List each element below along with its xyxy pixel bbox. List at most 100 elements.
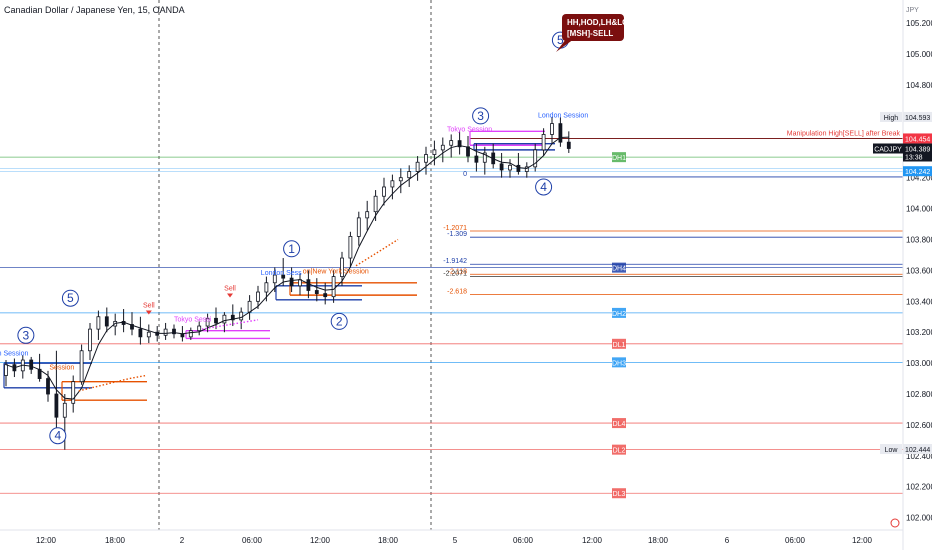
candle-body — [55, 394, 58, 417]
level-label: DH2 — [612, 311, 626, 318]
candle-body — [307, 280, 310, 291]
candle-body — [542, 134, 545, 149]
candle-body — [5, 365, 8, 376]
x-tick-label: 06:00 — [242, 536, 263, 545]
candle-body — [97, 317, 100, 329]
candle-body — [257, 292, 260, 301]
candle-body — [391, 181, 394, 187]
candle-body — [475, 156, 478, 162]
session-label: Session — [49, 364, 74, 371]
candle-body — [147, 332, 150, 337]
badge-label: Low — [885, 447, 899, 454]
price-badge-value: 104.389 — [905, 146, 930, 153]
candle-body — [416, 162, 419, 171]
candle-body — [223, 315, 226, 323]
sell-label: Sell — [143, 302, 155, 309]
level-label: DL3 — [613, 491, 626, 498]
candle-body — [450, 141, 453, 146]
session-label: London Sess — [261, 270, 302, 277]
y-tick-label: 102.600 — [906, 421, 932, 430]
session-label: Tokyo Sessi — [174, 316, 212, 323]
candle-body — [357, 218, 360, 237]
y-tick-label: 105.000 — [906, 50, 932, 59]
level-label: DH1 — [612, 155, 626, 162]
x-tick-label: 6 — [725, 536, 730, 545]
session-label: n Session — [0, 350, 28, 357]
wave-label: 3 — [23, 328, 30, 342]
fib-label: -2.2071 — [443, 271, 467, 278]
wave-label: 2 — [336, 314, 343, 328]
x-tick-label: 18:00 — [648, 536, 669, 545]
candle-body — [290, 278, 293, 286]
callout-line1: HH,HOD,LH&LC — [567, 18, 628, 27]
candle-body — [332, 277, 335, 297]
level-label: DL1 — [613, 342, 626, 349]
level-label: DH3 — [612, 360, 626, 367]
y-tick-label: 102.200 — [906, 483, 932, 492]
level-label: DL4 — [613, 421, 626, 428]
session-label: on|New York Session — [303, 268, 369, 275]
candle-body — [189, 331, 192, 337]
candle-body — [349, 236, 352, 258]
candle-body — [366, 212, 369, 218]
x-tick-label: 18:00 — [105, 536, 126, 545]
y-tick-label: 105.200 — [906, 19, 932, 28]
candle-body — [509, 165, 512, 170]
chart-title: Canadian Dollar / Japanese Yen, 15, OAND… — [4, 5, 185, 15]
candle-body — [265, 283, 268, 292]
wave-label: 4 — [540, 180, 547, 194]
candle-body — [315, 290, 318, 293]
candle-body — [324, 294, 327, 297]
x-tick-label: 5 — [453, 536, 458, 545]
wave-label: 5 — [67, 291, 74, 305]
y-tick-label: 102.800 — [906, 390, 932, 399]
y-tick-label: 103.200 — [906, 328, 932, 337]
symbol-badge-label: CADJPY — [874, 146, 902, 153]
manipulation-label: Manipulation High[SELL] after Break — [787, 130, 901, 137]
fib-label: -2.618 — [447, 288, 467, 295]
candle-body — [383, 187, 386, 196]
fib-label: 0 — [463, 171, 467, 178]
price-badge-countdown: 13:38 — [905, 154, 923, 161]
level-label: DL2 — [613, 448, 626, 455]
x-tick-label: 18:00 — [378, 536, 399, 545]
candle-body — [63, 403, 66, 417]
x-tick-label: 12:00 — [582, 536, 603, 545]
candle-body — [425, 155, 428, 163]
x-tick-label: 12:00 — [36, 536, 57, 545]
candle-body — [567, 142, 570, 148]
candle-body — [89, 329, 92, 351]
y-tick-label: 103.400 — [906, 297, 932, 306]
y-tick-label: 104.000 — [906, 205, 932, 214]
candle-body — [374, 196, 377, 211]
y-tick-label: 103.000 — [906, 359, 932, 368]
callout-line2: [MSH]-SELL — [567, 29, 613, 38]
price-badge-value: 104.242 — [905, 169, 930, 176]
price-badge-value: 104.454 — [905, 136, 930, 143]
candle-body — [105, 317, 108, 326]
fib-label: -1.309 — [447, 231, 467, 238]
candle-body — [240, 312, 243, 320]
x-tick-label: 2 — [180, 536, 185, 545]
price-badge-value: 102.444 — [905, 447, 930, 454]
candle-body — [433, 150, 436, 155]
candle-body — [164, 329, 167, 335]
wave-label: 4 — [54, 429, 61, 443]
candle-body — [215, 318, 218, 323]
y-tick-label: 103.600 — [906, 266, 932, 275]
candle-body — [139, 329, 142, 337]
candle-body — [47, 379, 50, 394]
level-label: DH4 — [612, 266, 626, 273]
x-tick-label: 12:00 — [852, 536, 873, 545]
candle-body — [517, 165, 520, 171]
session-label: London Session — [538, 112, 588, 119]
wave-label: 3 — [477, 109, 484, 123]
price-badge-value: 104.593 — [905, 115, 930, 122]
x-tick-label: 12:00 — [310, 536, 331, 545]
candle-body — [198, 326, 201, 331]
x-tick-label: 06:00 — [785, 536, 806, 545]
candle-body — [72, 382, 75, 404]
fib-label: -1.9142 — [443, 258, 467, 265]
candle-body — [408, 172, 411, 178]
